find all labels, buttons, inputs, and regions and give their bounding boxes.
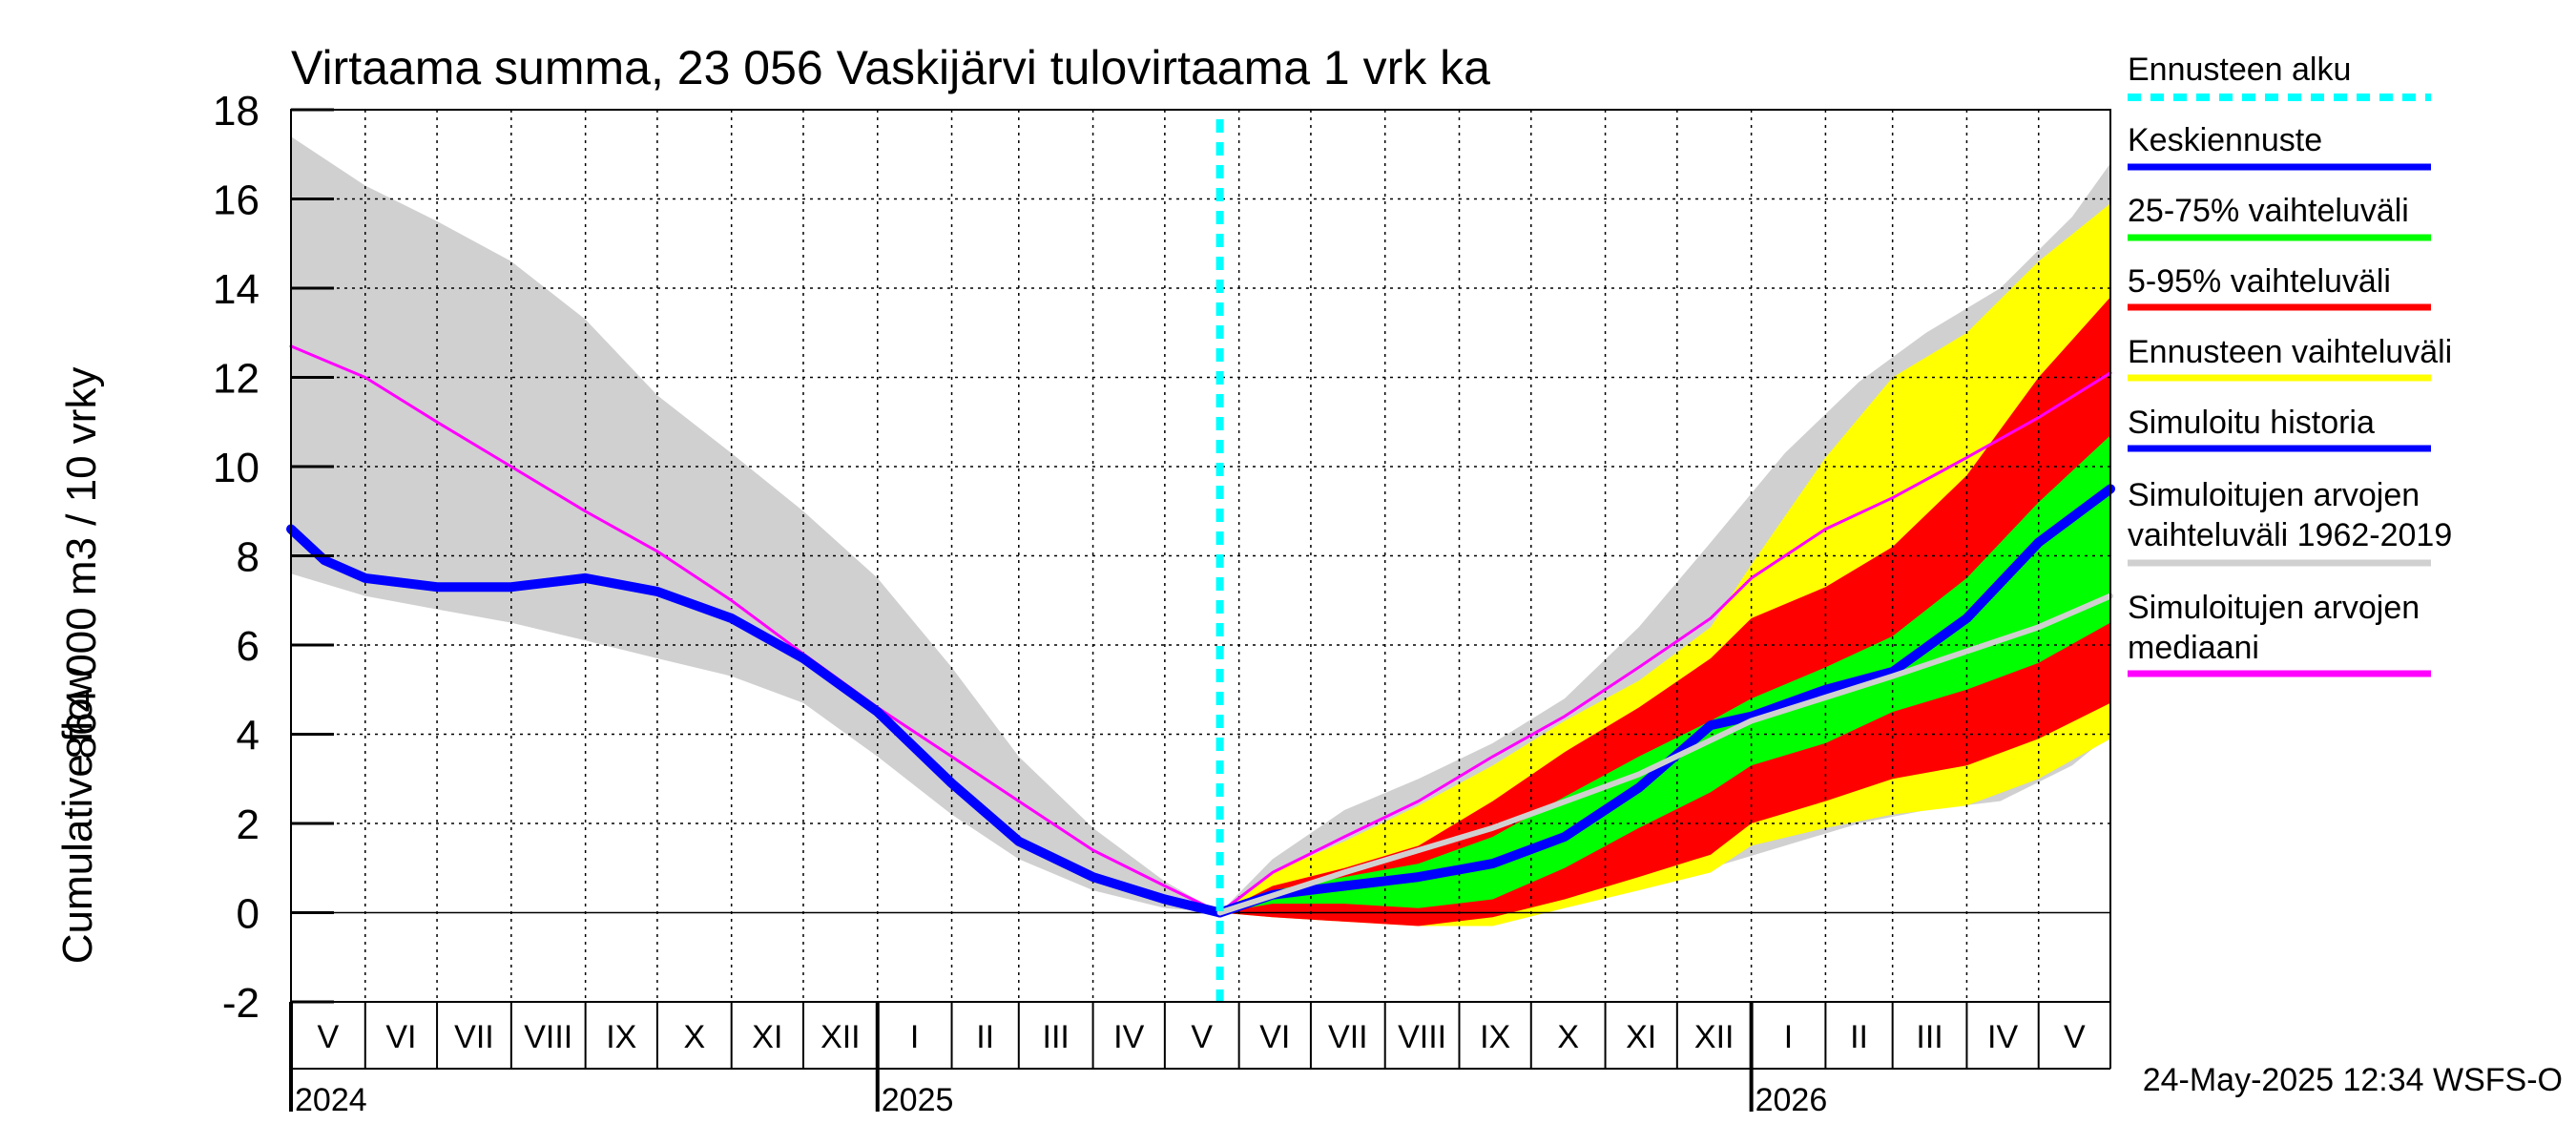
y-axis-label-fi: 864 000 m3 / 10 vrky: [58, 367, 105, 760]
legend: Ennusteen alku Keskiennuste 25-75% vaihtel…: [2128, 52, 2452, 677]
y-tick-label: 4: [237, 713, 260, 760]
x-month-label: VII: [454, 1019, 494, 1055]
y-axis-label-en: Cumulative flow: [54, 668, 101, 965]
x-year-label: 2024: [295, 1082, 367, 1118]
series-simuloitu-historia: [286, 524, 1225, 918]
y-tick-label: 0: [237, 891, 260, 938]
x-month-label: II: [976, 1019, 994, 1055]
x-month-label: XI: [1626, 1019, 1656, 1055]
x-month-label: II: [1850, 1019, 1868, 1055]
legend-label: 5-95% vaihteluväli: [2128, 263, 2391, 300]
legend-label: Ennusteen alku: [2128, 52, 2351, 88]
y-tick-label: -2: [222, 980, 260, 1027]
x-axis: V VI VII VIII IX X XI XII I II III IV V VI VII VIII IX X X…: [289, 1002, 2111, 1118]
x-month-label: IX: [606, 1019, 636, 1055]
x-month-label: VIII: [524, 1019, 572, 1055]
legend-label: 25-75% vaihteluväli: [2128, 193, 2409, 229]
x-month-label: VII: [1328, 1019, 1368, 1055]
legend-label: mediaani: [2128, 630, 2259, 666]
y-tick-label: 12: [213, 356, 260, 403]
y-tick-label: 2: [237, 802, 260, 848]
x-month-label: I: [910, 1019, 919, 1055]
band-5-95-vaihteluv-li: [1219, 297, 2110, 926]
x-month-label: XII: [1694, 1019, 1735, 1055]
x-month-label: V: [1191, 1019, 1213, 1055]
x-month-label: III: [1043, 1019, 1070, 1055]
legend-label: Simuloitujen arvojen: [2128, 590, 2420, 626]
x-month-label: X: [683, 1019, 705, 1055]
chart-lines: [286, 344, 2115, 918]
x-month-label: VI: [385, 1019, 416, 1055]
legend-label: Ennusteen vaihteluväli: [2128, 334, 2452, 370]
chart-bands: [291, 136, 2110, 926]
x-year-label: 2025: [882, 1082, 954, 1118]
legend-label: Simuloitujen arvojen: [2128, 477, 2420, 513]
x-year-label: 2026: [1755, 1082, 1828, 1118]
x-month-label: I: [1784, 1019, 1793, 1055]
legend-label: Keskiennuste: [2128, 122, 2322, 158]
footer-timestamp: 24-May-2025 12:34 WSFS-O: [2143, 1062, 2563, 1098]
y-tick-label: 14: [213, 266, 260, 313]
x-month-label: XII: [821, 1019, 861, 1055]
x-month-label: IV: [1113, 1019, 1144, 1055]
x-month-label: III: [1916, 1019, 1942, 1055]
y-tick-label: 6: [237, 623, 260, 670]
x-month-label: X: [1557, 1019, 1579, 1055]
chart-title: Virtaama summa, 23 056 Vaskijärvi tulovi…: [291, 41, 1490, 94]
x-month-label: V: [2064, 1019, 2086, 1055]
x-month-label: IV: [1987, 1019, 2018, 1055]
y-tick-label: 18: [213, 88, 260, 135]
x-month-label: VI: [1259, 1019, 1290, 1055]
y-tick-label: 8: [237, 534, 260, 581]
x-month-label: IX: [1480, 1019, 1510, 1055]
band-25-75-vaihteluv-li: [1219, 435, 2110, 913]
y-tick-label: 10: [213, 445, 260, 491]
x-month-label: V: [318, 1019, 340, 1055]
x-month-label: VIII: [1398, 1019, 1446, 1055]
legend-label: Simuloitu historia: [2128, 405, 2375, 441]
y-axis: -2 0 2 4 6 8 10 12 14 16 18: [213, 88, 334, 1027]
x-month-label: XI: [752, 1019, 782, 1055]
y-tick-label: 16: [213, 177, 260, 224]
legend-label: vaihteluväli 1962-2019: [2128, 517, 2452, 553]
series-simuloitujen-arvojen-mediaani-ennuste: [1216, 593, 2113, 916]
